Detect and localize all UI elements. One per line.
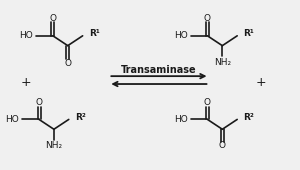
- Text: R²: R²: [243, 113, 254, 122]
- Text: R²: R²: [75, 113, 86, 122]
- Text: O: O: [204, 98, 211, 107]
- Text: HO: HO: [5, 115, 19, 124]
- Text: R¹: R¹: [90, 29, 100, 38]
- Text: O: O: [64, 59, 71, 68]
- Text: Transaminase: Transaminase: [121, 65, 197, 75]
- Text: NH₂: NH₂: [45, 141, 62, 150]
- Text: +: +: [21, 75, 32, 89]
- Text: R¹: R¹: [243, 29, 254, 38]
- Text: NH₂: NH₂: [214, 58, 231, 67]
- Text: O: O: [204, 14, 211, 23]
- Text: HO: HO: [174, 115, 188, 124]
- Text: +: +: [256, 75, 266, 89]
- Text: O: O: [50, 14, 56, 23]
- Text: HO: HO: [19, 31, 33, 40]
- Text: O: O: [219, 141, 226, 150]
- Text: O: O: [35, 98, 43, 107]
- Text: HO: HO: [174, 31, 188, 40]
